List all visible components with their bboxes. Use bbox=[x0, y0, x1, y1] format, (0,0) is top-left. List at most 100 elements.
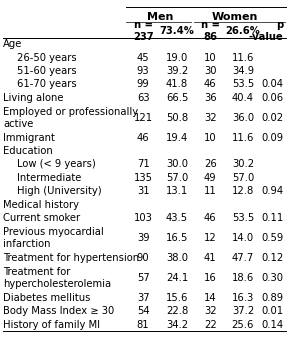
Text: Employed or professionally
active: Employed or professionally active bbox=[3, 107, 138, 129]
Text: 34.9: 34.9 bbox=[232, 66, 254, 76]
Text: Men: Men bbox=[147, 12, 173, 22]
Text: 16.3: 16.3 bbox=[232, 293, 254, 303]
Text: Treatment for hypertension: Treatment for hypertension bbox=[3, 253, 139, 263]
Text: 53.5: 53.5 bbox=[232, 79, 254, 90]
Text: 41.8: 41.8 bbox=[166, 79, 188, 90]
Text: 30.0: 30.0 bbox=[166, 160, 188, 169]
Text: 90: 90 bbox=[137, 253, 149, 263]
Text: n =
237: n = 237 bbox=[133, 20, 153, 42]
Text: 0.59: 0.59 bbox=[261, 233, 283, 243]
Text: 0.12: 0.12 bbox=[261, 253, 283, 263]
Text: 10: 10 bbox=[204, 53, 217, 63]
Text: 71: 71 bbox=[137, 160, 149, 169]
Text: 39: 39 bbox=[137, 233, 149, 243]
Text: 32: 32 bbox=[204, 113, 217, 123]
Text: Current smoker: Current smoker bbox=[3, 213, 80, 223]
Text: 57: 57 bbox=[137, 273, 149, 283]
Text: 81: 81 bbox=[137, 320, 149, 330]
Text: 37: 37 bbox=[137, 293, 149, 303]
Text: 0.30: 0.30 bbox=[261, 273, 283, 283]
Text: 26-50 years: 26-50 years bbox=[17, 53, 77, 63]
Text: 43.5: 43.5 bbox=[166, 213, 188, 223]
Text: 99: 99 bbox=[137, 79, 149, 90]
Text: 0.14: 0.14 bbox=[261, 320, 283, 330]
Text: 49: 49 bbox=[204, 173, 217, 183]
Text: 45: 45 bbox=[137, 53, 149, 63]
Text: 63: 63 bbox=[137, 93, 149, 103]
Text: 0.11: 0.11 bbox=[261, 213, 283, 223]
Text: 61-70 years: 61-70 years bbox=[17, 79, 77, 90]
Text: 22.8: 22.8 bbox=[166, 306, 188, 316]
Text: 26: 26 bbox=[204, 160, 217, 169]
Text: 103: 103 bbox=[134, 213, 153, 223]
Text: 0.09: 0.09 bbox=[261, 133, 283, 143]
Text: High (University): High (University) bbox=[17, 186, 102, 196]
Text: 16.5: 16.5 bbox=[166, 233, 188, 243]
Text: 39.2: 39.2 bbox=[166, 66, 188, 76]
Text: 57.0: 57.0 bbox=[166, 173, 188, 183]
Text: 34.2: 34.2 bbox=[166, 320, 188, 330]
Text: 46: 46 bbox=[137, 133, 149, 143]
Text: 38.0: 38.0 bbox=[166, 253, 188, 263]
Text: 57.0: 57.0 bbox=[232, 173, 254, 183]
Text: 37.2: 37.2 bbox=[232, 306, 254, 316]
Text: 0.06: 0.06 bbox=[261, 93, 283, 103]
Text: 19.4: 19.4 bbox=[166, 133, 188, 143]
Text: 36.0: 36.0 bbox=[232, 113, 254, 123]
Text: 135: 135 bbox=[134, 173, 153, 183]
Text: 11.6: 11.6 bbox=[232, 53, 254, 63]
Text: 15.6: 15.6 bbox=[166, 293, 188, 303]
Text: 0.01: 0.01 bbox=[261, 306, 283, 316]
Text: 16: 16 bbox=[204, 273, 217, 283]
Text: 51-60 years: 51-60 years bbox=[17, 66, 77, 76]
Text: 19.0: 19.0 bbox=[166, 53, 188, 63]
Text: 12: 12 bbox=[204, 233, 217, 243]
Text: Treatment for
hypercholesterolemia: Treatment for hypercholesterolemia bbox=[3, 267, 111, 289]
Text: n =
86: n = 86 bbox=[201, 20, 220, 42]
Text: 24.1: 24.1 bbox=[166, 273, 188, 283]
Text: 53.5: 53.5 bbox=[232, 213, 254, 223]
Text: Medical history: Medical history bbox=[3, 199, 79, 209]
Text: History of family MI: History of family MI bbox=[3, 320, 100, 330]
Text: 10: 10 bbox=[204, 133, 217, 143]
Text: 41: 41 bbox=[204, 253, 217, 263]
Text: 18.6: 18.6 bbox=[232, 273, 254, 283]
Text: 50.8: 50.8 bbox=[166, 113, 188, 123]
Text: 73.4%: 73.4% bbox=[160, 26, 194, 36]
Text: 14.0: 14.0 bbox=[232, 233, 254, 243]
Text: 36: 36 bbox=[204, 93, 217, 103]
Text: 14: 14 bbox=[204, 293, 217, 303]
Text: Women: Women bbox=[211, 12, 257, 22]
Text: Diabetes mellitus: Diabetes mellitus bbox=[3, 293, 90, 303]
Text: Low (< 9 years): Low (< 9 years) bbox=[17, 160, 96, 169]
Text: Education: Education bbox=[3, 146, 53, 156]
Text: Previous myocardial
infarction: Previous myocardial infarction bbox=[3, 227, 104, 249]
Text: 47.7: 47.7 bbox=[232, 253, 254, 263]
Text: 0.02: 0.02 bbox=[261, 113, 283, 123]
Text: 13.1: 13.1 bbox=[166, 186, 188, 196]
Text: 31: 31 bbox=[137, 186, 149, 196]
Text: 54: 54 bbox=[137, 306, 149, 316]
Text: 0.94: 0.94 bbox=[261, 186, 283, 196]
Text: p
-value: p -value bbox=[249, 20, 283, 42]
Text: 0.89: 0.89 bbox=[261, 293, 283, 303]
Text: Age: Age bbox=[3, 39, 22, 49]
Text: Immigrant: Immigrant bbox=[3, 133, 55, 143]
Text: Intermediate: Intermediate bbox=[17, 173, 81, 183]
Text: 93: 93 bbox=[137, 66, 149, 76]
Text: 22: 22 bbox=[204, 320, 217, 330]
Text: 25.6: 25.6 bbox=[232, 320, 254, 330]
Text: 121: 121 bbox=[134, 113, 153, 123]
Text: 30.2: 30.2 bbox=[232, 160, 254, 169]
Text: 30: 30 bbox=[204, 66, 216, 76]
Text: 26.6%: 26.6% bbox=[225, 26, 260, 36]
Text: 11.6: 11.6 bbox=[232, 133, 254, 143]
Text: 11: 11 bbox=[204, 186, 217, 196]
Text: 40.4: 40.4 bbox=[232, 93, 254, 103]
Text: 32: 32 bbox=[204, 306, 217, 316]
Text: 66.5: 66.5 bbox=[166, 93, 188, 103]
Text: 46: 46 bbox=[204, 79, 217, 90]
Text: 46: 46 bbox=[204, 213, 217, 223]
Text: Body Mass Index ≥ 30: Body Mass Index ≥ 30 bbox=[3, 306, 114, 316]
Text: 12.8: 12.8 bbox=[232, 186, 254, 196]
